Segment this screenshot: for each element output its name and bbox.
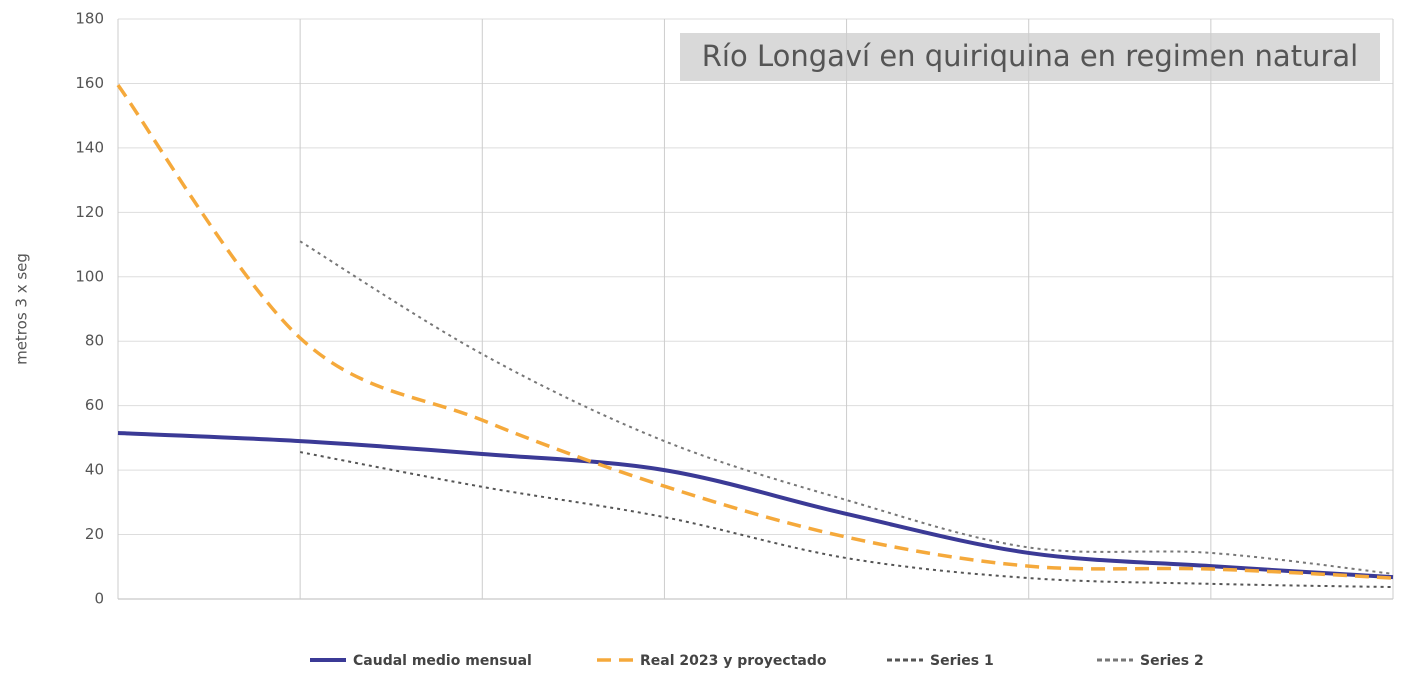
legend: Caudal medio mensual Real 2023 y proyecta…: [310, 653, 1204, 669]
y-tick-label: 60: [85, 396, 104, 414]
y-tick-label: 120: [75, 203, 104, 221]
grid: [117, 18, 1394, 600]
y-tick-label: 0: [94, 590, 104, 608]
legend-label: Series 2: [1140, 653, 1204, 669]
y-tick-label: 80: [85, 332, 104, 350]
y-axis-label: metros 3 x seg: [13, 253, 31, 365]
legend-label: Caudal medio mensual: [353, 653, 532, 669]
legend-label: Real 2023 y proyectado: [640, 653, 827, 669]
series-line: [116, 84, 1394, 580]
legend-label: Series 1: [930, 653, 994, 669]
y-tick-label: 20: [85, 525, 104, 543]
series-line: [117, 431, 1394, 580]
chart-title: Río Longaví en quiriquina en regimen nat…: [702, 39, 1358, 73]
y-tick-label: 100: [75, 267, 104, 285]
y-tick-label: 160: [75, 74, 104, 92]
y-tick-label: 180: [75, 10, 104, 28]
title-box: [680, 33, 1380, 81]
y-tick-label: 140: [75, 138, 104, 156]
y-tick-label: 40: [85, 461, 104, 479]
